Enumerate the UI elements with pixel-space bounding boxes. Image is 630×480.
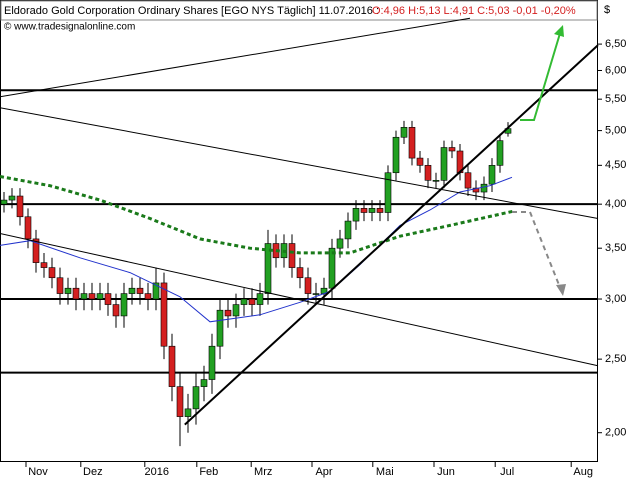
candle-body: [376, 208, 384, 213]
candle-body: [136, 287, 144, 294]
x-tick-label: Feb: [199, 466, 218, 478]
overlay-line: [0, 107, 599, 219]
candle-body: [400, 127, 408, 138]
candle-body: [304, 277, 312, 294]
y-tick-label: 6,50: [605, 38, 626, 50]
header-box: [0, 0, 598, 21]
source: © www.tradesignalonline.com: [4, 22, 135, 33]
candle-body: [352, 208, 360, 222]
candle-body: [256, 293, 264, 305]
plot-area: [0, 17, 599, 447]
candle-body: [192, 386, 200, 410]
x-tick-label: Jul: [500, 466, 514, 478]
candle-body: [432, 180, 440, 182]
candle-body: [168, 345, 176, 387]
candle-body: [288, 243, 296, 268]
candle-body: [232, 304, 240, 317]
overlay-line: [0, 233, 599, 367]
candle-body: [480, 183, 488, 193]
candle-body: [368, 208, 376, 213]
candle-body: [360, 208, 368, 213]
overlay-line: [0, 17, 471, 98]
x-tick-label: Aug: [573, 466, 593, 478]
bear-arrow: [512, 211, 562, 291]
candle-body: [344, 220, 352, 240]
candle-body: [128, 287, 136, 294]
candle-body: [56, 277, 64, 294]
candle-body: [488, 165, 496, 185]
y-tick-label: 6,00: [605, 64, 626, 76]
candle-body: [48, 267, 56, 279]
candle-body: [224, 309, 232, 317]
quote: O:4,96 H:5,13 L:4,91 C:5,03 -0,01 -0,20%: [372, 5, 576, 17]
plot-frame: [0, 0, 598, 462]
chart-title: Eldorado Gold Corporation Ordinary Share…: [4, 5, 379, 17]
candle-body: [120, 293, 128, 317]
candle-body: [312, 293, 320, 295]
candle-body: [424, 165, 432, 181]
candle-body: [80, 293, 88, 300]
y-tick-label: 3,50: [605, 242, 626, 254]
x-tick-label: Dez: [83, 466, 103, 478]
candle-body: [464, 172, 472, 189]
candle-body: [112, 304, 120, 317]
candle-body: [336, 238, 344, 249]
y-tick-label: 2,50: [605, 353, 626, 365]
candle-body: [152, 282, 160, 300]
y-tick-label: 3,00: [605, 293, 626, 305]
candle-body: [384, 172, 392, 213]
candle-body: [496, 140, 504, 166]
y-tick-label: 4,50: [605, 159, 626, 171]
candle-body: [24, 216, 32, 240]
overlay-line: [0, 176, 513, 323]
candle-body: [96, 293, 104, 300]
x-tick-label: Mai: [376, 466, 394, 478]
candle-body: [200, 379, 208, 387]
candle-body: [184, 408, 192, 417]
x-tick-label: Nov: [28, 466, 48, 478]
candle-body: [0, 199, 8, 205]
candle-body: [240, 298, 248, 305]
x-tick-label: Apr: [315, 466, 332, 478]
x-tick-label: 2016: [145, 466, 169, 478]
candle-body: [176, 386, 184, 417]
y-tick-label: 2,00: [605, 427, 626, 439]
candle-body: [264, 243, 272, 294]
candle-body: [248, 298, 256, 305]
y-tick-label: 5,50: [605, 93, 626, 105]
candle-body: [144, 293, 152, 300]
candle-body: [40, 262, 48, 268]
candle-body: [32, 238, 40, 263]
currency: $: [604, 4, 610, 16]
candle-body: [104, 293, 112, 305]
bull-arrow-head: [554, 25, 564, 37]
candle-body: [160, 282, 168, 347]
candle-body: [448, 147, 456, 152]
x-tick-label: Jun: [437, 466, 455, 478]
candle-body: [416, 157, 424, 166]
candle-body: [88, 293, 96, 300]
overlay-line: [184, 44, 599, 426]
x-tick-label: Mrz: [254, 466, 272, 478]
candle-body: [64, 287, 72, 294]
candle-body: [392, 136, 400, 174]
candle-body: [8, 195, 16, 201]
candle-body: [440, 147, 448, 181]
candle-body: [408, 127, 416, 159]
overlay-line: [0, 175, 516, 255]
candle-body: [216, 309, 224, 347]
bear-arrow-head: [556, 284, 566, 296]
bull-arrow: [520, 29, 562, 121]
y-tick-label: 4,00: [605, 198, 626, 210]
y-tick-label: 5,00: [605, 125, 626, 137]
candle-body: [16, 195, 24, 218]
candle-body: [472, 187, 480, 193]
candle-body: [208, 345, 216, 380]
candle-body: [296, 267, 304, 279]
candle-body: [72, 287, 80, 300]
